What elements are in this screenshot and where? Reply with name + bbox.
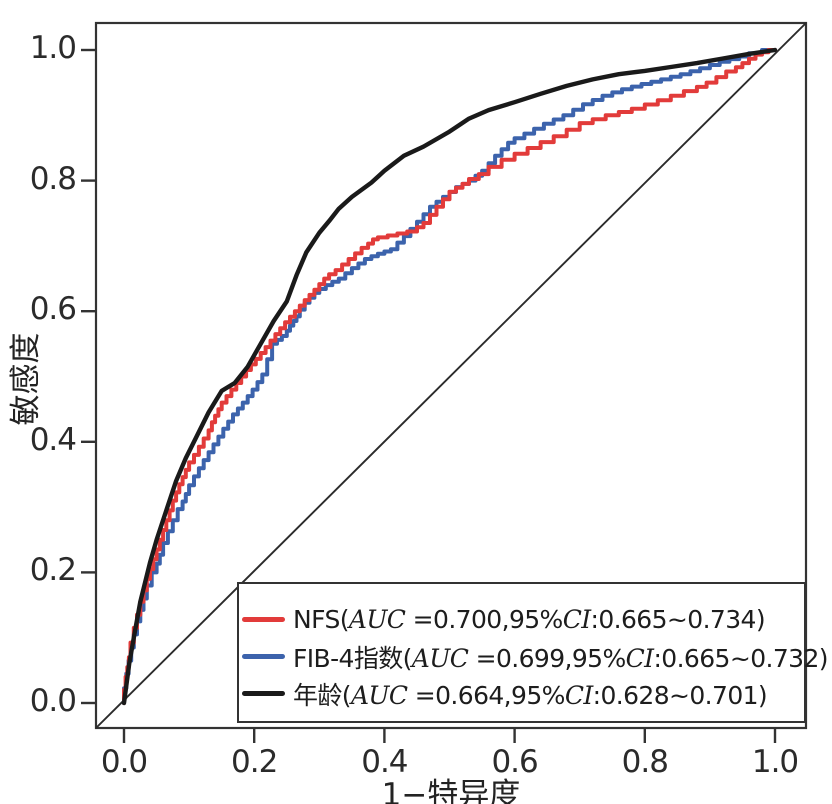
y-tick-label: 0.2 xyxy=(29,552,77,589)
y-axis-title: 敏感度 xyxy=(8,332,44,426)
x-tick-label: 1.0 xyxy=(751,744,799,780)
y-tick-label: 0.8 xyxy=(29,160,77,197)
x-tick-label: 0.0 xyxy=(100,744,148,780)
legend-row-age: 年龄(AUC =0.664,95%CI:0.628~0.701) xyxy=(239,675,804,712)
legend-box: NFS(AUC =0.700,95%CI:0.665~0.734) FIB-4指… xyxy=(237,582,829,723)
fib4-line-sample xyxy=(242,654,285,659)
x-tick-label: 0.2 xyxy=(231,744,278,780)
legend-label-nfs: NFS(AUC =0.700,95%CI:0.665~0.734) xyxy=(293,605,766,634)
age-line-sample xyxy=(242,691,285,696)
legend-label-age: 年龄(AUC =0.664,95%CI:0.628~0.701) xyxy=(293,680,768,710)
y-tick-label: 0.4 xyxy=(29,421,77,458)
legend-label-fib4: FIB-4指数(AUC =0.699,95%CI:0.665~0.732) xyxy=(293,643,829,673)
legend-row-nfs: NFS(AUC =0.700,95%CI:0.665~0.734) xyxy=(239,601,804,638)
x-axis-title: 1−特异度 xyxy=(381,777,521,804)
y-tick-label: 1.0 xyxy=(29,30,77,66)
x-tick-label: 0.8 xyxy=(621,744,669,780)
nfs-line-sample xyxy=(242,617,285,622)
x-tick-label: 0.6 xyxy=(491,744,538,780)
y-tick-label: 0.6 xyxy=(29,291,77,328)
y-tick-label: 0.0 xyxy=(29,683,77,719)
legend-row-fib4: FIB-4指数(AUC =0.699,95%CI:0.665~0.732) xyxy=(239,638,829,675)
x-tick-label: 0.4 xyxy=(361,744,408,780)
